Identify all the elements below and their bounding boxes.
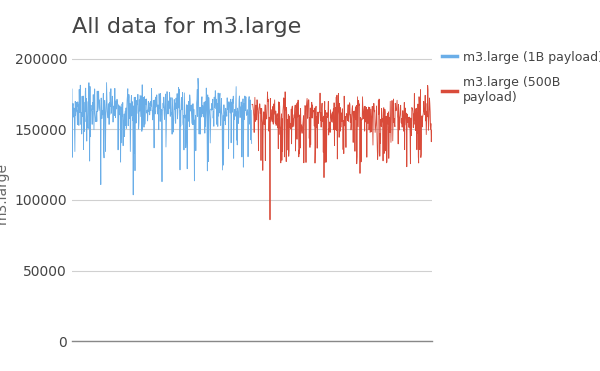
Y-axis label: m3.large: m3.large (0, 162, 9, 224)
Text: All data for m3.large: All data for m3.large (72, 17, 301, 37)
Legend: m3.large (1B payload), m3.large (500B
payload): m3.large (1B payload), m3.large (500B pa… (442, 51, 600, 104)
